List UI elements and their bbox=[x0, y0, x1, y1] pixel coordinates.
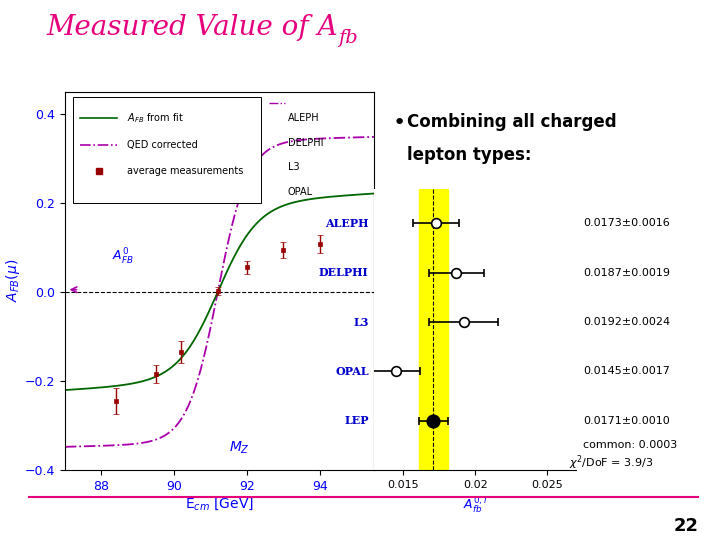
Text: 22: 22 bbox=[673, 517, 698, 535]
Text: 0.0171±0.0010: 0.0171±0.0010 bbox=[583, 416, 670, 426]
Text: fb: fb bbox=[338, 29, 358, 46]
Bar bbox=[419, 189, 448, 470]
Text: LEP: LEP bbox=[344, 415, 369, 426]
Text: $\chi^2$/DoF = 3.9/3: $\chi^2$/DoF = 3.9/3 bbox=[569, 453, 653, 472]
Y-axis label: $A_{FB}(\mu)$: $A_{FB}(\mu)$ bbox=[4, 259, 22, 302]
Text: •: • bbox=[392, 113, 405, 133]
Text: DELPHI: DELPHI bbox=[288, 138, 323, 148]
Text: common: 0.0003: common: 0.0003 bbox=[583, 440, 678, 450]
Text: ALEPH: ALEPH bbox=[288, 113, 320, 123]
X-axis label: E$_{cm}$ [GeV]: E$_{cm}$ [GeV] bbox=[185, 495, 254, 512]
Text: 0.0187±0.0019: 0.0187±0.0019 bbox=[583, 268, 670, 278]
Text: lepton types:: lepton types: bbox=[407, 146, 531, 164]
X-axis label: $A_{fb}^{0,l}$: $A_{fb}^{0,l}$ bbox=[463, 495, 487, 515]
Text: Combining all charged: Combining all charged bbox=[407, 113, 616, 131]
Text: 0.0192±0.0024: 0.0192±0.0024 bbox=[583, 317, 670, 327]
Text: L3: L3 bbox=[288, 163, 300, 172]
Text: 0.0145±0.0017: 0.0145±0.0017 bbox=[583, 366, 670, 376]
Text: Measured Value of A: Measured Value of A bbox=[47, 14, 338, 40]
Text: $A_{FB}^0$: $A_{FB}^0$ bbox=[112, 247, 134, 267]
Text: OPAL: OPAL bbox=[288, 187, 312, 197]
Text: ALEPH: ALEPH bbox=[325, 218, 369, 229]
Text: DELPHI: DELPHI bbox=[319, 267, 369, 278]
Text: average measurements: average measurements bbox=[127, 166, 243, 176]
FancyBboxPatch shape bbox=[73, 97, 261, 203]
Text: $M_Z$: $M_Z$ bbox=[229, 440, 250, 456]
Text: $A_{FB}$ from fit: $A_{FB}$ from fit bbox=[127, 111, 184, 125]
Text: QED corrected: QED corrected bbox=[127, 140, 197, 150]
Text: 0.0173±0.0016: 0.0173±0.0016 bbox=[583, 219, 670, 228]
Text: OPAL: OPAL bbox=[335, 366, 369, 377]
Text: L3: L3 bbox=[353, 316, 369, 328]
